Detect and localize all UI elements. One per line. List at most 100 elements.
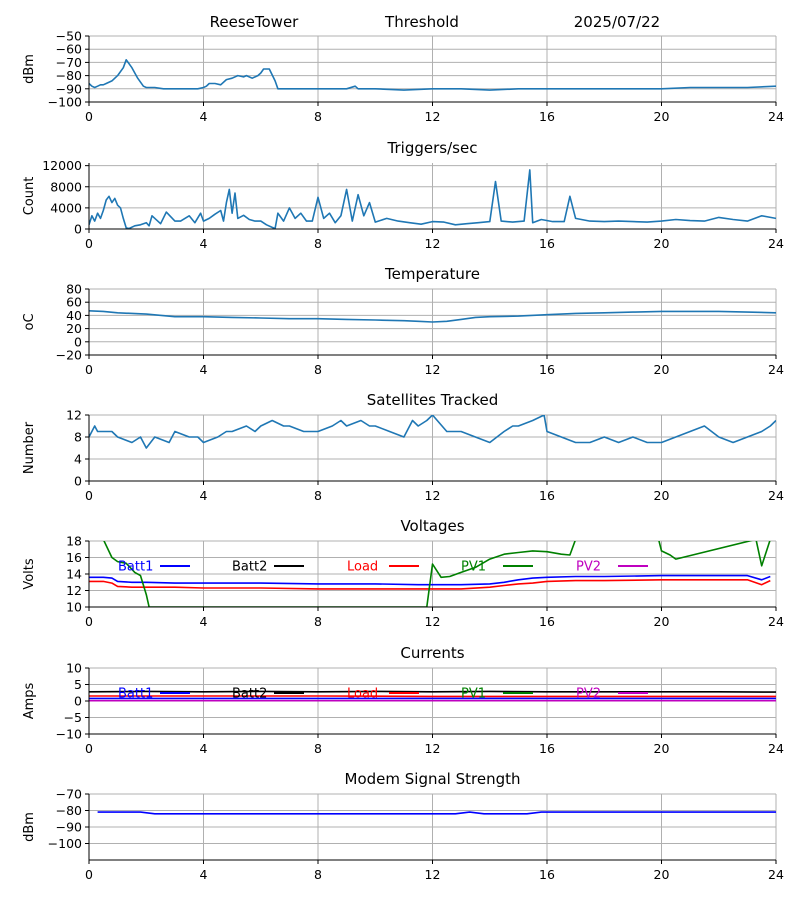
series-line-batt1 (89, 574, 771, 586)
x-tick-label: 12 (425, 614, 441, 629)
y-tick-label: −50 (56, 29, 82, 44)
y-tick-label: −70 (56, 787, 82, 802)
series-line-batt2 (89, 690, 776, 693)
legend-label-pv2: PV2 (576, 687, 601, 702)
x-tick-label: 24 (768, 867, 784, 882)
x-tick-label: 20 (654, 614, 670, 629)
x-tick-label: 16 (539, 867, 555, 882)
y-tick-label: 4000 (50, 200, 82, 215)
x-tick-label: 12 (425, 488, 441, 503)
header-date: 2025/07/22 (574, 13, 660, 31)
y-axis-label: Amps (22, 682, 37, 719)
y-tick-label: 14 (66, 567, 82, 582)
x-tick-label: 16 (539, 488, 555, 503)
legend-label-batt2: Batt2 (232, 560, 267, 575)
y-tick-label: 0 (74, 694, 82, 709)
x-tick-label: 20 (654, 362, 670, 377)
series-line-line (89, 169, 776, 229)
x-tick-label: 8 (314, 109, 322, 124)
chart-title: Temperature (384, 265, 480, 283)
y-tick-label: 60 (66, 295, 82, 310)
x-tick-label: 12 (425, 236, 441, 251)
x-tick-label: 4 (200, 236, 208, 251)
x-tick-label: 8 (314, 488, 322, 503)
chart-title: Satellites Tracked (367, 391, 498, 409)
y-axis-label: dBm (22, 54, 37, 84)
y-tick-label: −90 (56, 820, 82, 835)
series-line-line (97, 811, 776, 815)
chart-modem: 0 4 8 12 16 20 24 −100−90 −80−70 Modem Signal Str… (22, 770, 784, 882)
series-line-line (89, 58, 776, 91)
x-tick-label: 0 (85, 109, 93, 124)
x-tick-label: 16 (539, 741, 555, 756)
y-tick-label: 0 (74, 474, 82, 489)
x-tick-label: 4 (200, 109, 208, 124)
series-line-line (89, 310, 776, 323)
x-tick-label: 12 (425, 362, 441, 377)
x-tick-label: 24 (768, 109, 784, 124)
y-axis-label: Number (22, 421, 37, 474)
y-tick-label: 12000 (42, 158, 82, 173)
legend-label-pv1: PV1 (461, 687, 486, 702)
x-tick-label: 4 (200, 488, 208, 503)
y-tick-label: 8000 (50, 179, 82, 194)
y-tick-label: 12 (66, 583, 82, 598)
y-tick-label: −80 (56, 803, 82, 818)
x-tick-label: 8 (314, 614, 322, 629)
x-tick-label: 24 (768, 741, 784, 756)
legend-label-load: Load (347, 687, 378, 702)
series-line-pv1 (103, 541, 771, 607)
x-tick-label: 8 (314, 362, 322, 377)
x-tick-label: 20 (654, 741, 670, 756)
x-tick-label: 0 (85, 362, 93, 377)
series-line-line (89, 415, 776, 449)
y-tick-label: 40 (66, 308, 82, 323)
x-tick-label: 16 (539, 109, 555, 124)
x-tick-label: 8 (314, 741, 322, 756)
y-tick-label: 10 (66, 600, 82, 615)
legend-label-batt2: Batt2 (232, 687, 267, 702)
chart-title: Voltages (400, 517, 464, 535)
y-tick-label: 0 (74, 334, 82, 349)
y-tick-label: 5 (74, 677, 82, 692)
x-tick-label: 24 (768, 236, 784, 251)
x-tick-label: 12 (425, 109, 441, 124)
x-tick-label: 0 (85, 867, 93, 882)
x-tick-label: 20 (654, 109, 670, 124)
x-tick-label: 8 (314, 236, 322, 251)
x-tick-label: 24 (768, 362, 784, 377)
chart-triggers: 0 4 8 12 16 20 24 0 4000 8000 12000 Triggers/sec Cou… (22, 139, 784, 251)
y-tick-label: −90 (56, 81, 82, 96)
x-tick-label: 12 (425, 741, 441, 756)
y-tick-label: −100 (48, 836, 82, 851)
y-axis-label: dBm (22, 812, 37, 842)
y-tick-label: −20 (56, 348, 82, 363)
x-tick-label: 0 (85, 614, 93, 629)
x-tick-label: 8 (314, 867, 322, 882)
chart-title: Modem Signal Strength (345, 770, 521, 788)
y-axis-label: Count (22, 177, 37, 216)
y-tick-label: 0 (74, 222, 82, 237)
y-tick-label: −10 (56, 727, 82, 742)
chart-title: Triggers/sec (387, 139, 478, 157)
x-tick-label: 0 (85, 236, 93, 251)
x-tick-label: 16 (539, 362, 555, 377)
x-tick-label: 0 (85, 741, 93, 756)
series-line-load (89, 578, 771, 590)
y-axis-label: Volts (22, 558, 37, 590)
y-tick-label: −80 (56, 68, 82, 83)
y-tick-label: −5 (64, 710, 82, 725)
legend-label-load: Load (347, 560, 378, 575)
y-tick-label: −100 (48, 95, 82, 110)
chart-title: Currents (400, 644, 464, 662)
chart-satellites: 0 4 8 12 16 20 24 0 4 8 12 Satellites Tracked Number (22, 391, 784, 503)
x-tick-label: 16 (539, 236, 555, 251)
y-tick-label: 18 (66, 534, 82, 549)
x-tick-label: 4 (200, 362, 208, 377)
x-tick-label: 20 (654, 488, 670, 503)
y-tick-label: 8 (74, 430, 82, 445)
